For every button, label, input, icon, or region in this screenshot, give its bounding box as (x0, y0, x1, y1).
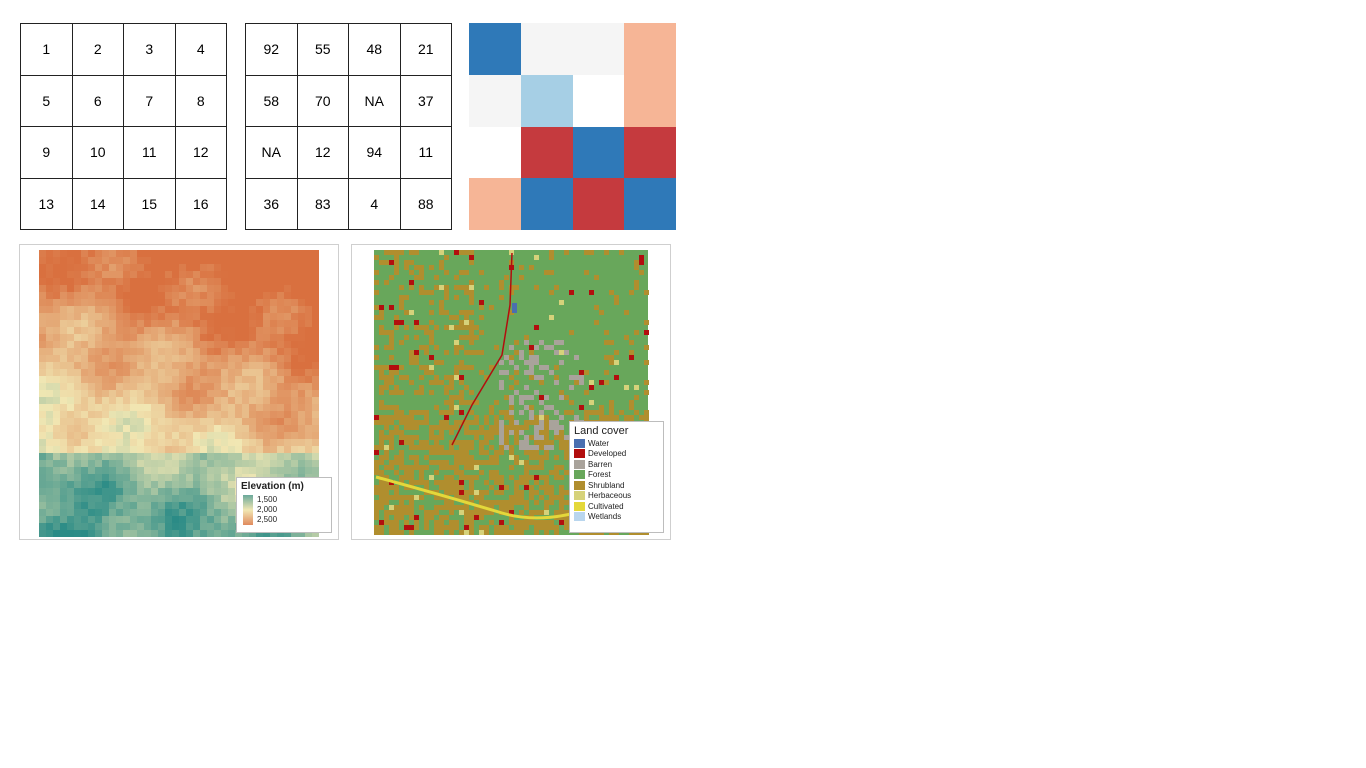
colored-grid-cell (521, 127, 573, 179)
colored-grid-cell (573, 23, 625, 75)
landcover-swatch (574, 460, 585, 469)
landcover-label: Shrubland (588, 481, 624, 490)
grid-cell: 5 (21, 76, 73, 128)
landcover-label: Herbaceous (588, 491, 631, 500)
landcover-legend-item: Barren (570, 459, 663, 470)
colored-grid-cell (469, 75, 521, 127)
grid-cell: 21 (401, 24, 453, 76)
colored-value-grid (469, 23, 676, 230)
elevation-map-panel: Elevation (m) 1,500 2,000 2,500 (19, 244, 339, 540)
landcover-legend-item: Developed (570, 449, 663, 460)
grid-cell: 7 (124, 76, 176, 128)
grid-cell: 4 (176, 24, 228, 76)
landcover-swatch (574, 470, 585, 479)
landcover-legend-item: Forest (570, 470, 663, 481)
grid-cell: 15 (124, 179, 176, 231)
grid-cell: 83 (298, 179, 350, 231)
landcover-label: Developed (588, 449, 626, 458)
colored-grid-cell (624, 75, 676, 127)
colored-grid-cell (469, 127, 521, 179)
grid-cell: 58 (246, 76, 298, 128)
colored-grid-cell (624, 23, 676, 75)
grid-cell: 37 (401, 76, 453, 128)
landcover-swatch (574, 481, 585, 490)
colored-grid-cell (573, 127, 625, 179)
landcover-label: Forest (588, 470, 611, 479)
grid-cell: 16 (176, 179, 228, 231)
grid-cell: 88 (401, 179, 453, 231)
landcover-legend: Land cover Water Developed Barren Forest Shr… (569, 421, 664, 533)
grid-cell: NA (246, 127, 298, 179)
elevation-legend-tick: 1,500 (257, 495, 277, 504)
grid-cell: 1 (21, 24, 73, 76)
colored-grid-cell (521, 23, 573, 75)
elevation-legend-tick: 2,000 (257, 505, 277, 514)
grid-cell: 8 (176, 76, 228, 128)
colored-grid-cell (573, 75, 625, 127)
landcover-legend-item: Wetlands (570, 512, 663, 523)
grid-cell: 55 (298, 24, 350, 76)
grid-cell: 4 (349, 179, 401, 231)
colored-grid-cell (521, 75, 573, 127)
landcover-legend-item: Shrubland (570, 480, 663, 491)
grid-cell: 11 (401, 127, 453, 179)
colored-grid-cell (573, 178, 625, 230)
grid-cell: 2 (73, 24, 125, 76)
elevation-legend-tick: 2,500 (257, 515, 277, 524)
cell-id-grid: 1 2 3 4 5 6 7 8 9 10 11 12 13 14 15 16 (20, 23, 227, 230)
landcover-label: Water (588, 439, 609, 448)
grid-cell: NA (349, 76, 401, 128)
colored-grid-cell (469, 178, 521, 230)
colored-grid-cell (624, 178, 676, 230)
landcover-swatch (574, 491, 585, 500)
grid-cell: 12 (298, 127, 350, 179)
colored-grid-cell (469, 23, 521, 75)
landcover-swatch (574, 502, 585, 511)
landcover-swatch (574, 449, 585, 458)
landcover-legend-item: Herbaceous (570, 491, 663, 502)
grid-cell: 11 (124, 127, 176, 179)
landcover-label: Barren (588, 460, 612, 469)
grid-cell: 9 (21, 127, 73, 179)
grid-cell: 70 (298, 76, 350, 128)
elevation-color-ramp (243, 495, 253, 525)
cell-value-grid: 92 55 48 21 58 70 NA 37 NA 12 94 11 36 83 4 88 (245, 23, 452, 230)
grid-cell: 13 (21, 179, 73, 231)
grid-cell: 48 (349, 24, 401, 76)
colored-grid-cell (521, 178, 573, 230)
grid-cell: 10 (73, 127, 125, 179)
landcover-legend-item: Water (570, 438, 663, 449)
grid-cell: 94 (349, 127, 401, 179)
landcover-legend-item: Cultivated (570, 501, 663, 512)
grid-cell: 6 (73, 76, 125, 128)
elevation-legend-title: Elevation (m) (237, 478, 331, 492)
grid-cell: 12 (176, 127, 228, 179)
landcover-label: Cultivated (588, 502, 624, 511)
elevation-legend: Elevation (m) 1,500 2,000 2,500 (236, 477, 332, 533)
colored-grid-cell (624, 127, 676, 179)
grid-cell: 92 (246, 24, 298, 76)
landcover-label: Wetlands (588, 512, 621, 521)
landcover-map-panel: Land cover Water Developed Barren Forest Shr… (351, 244, 671, 540)
landcover-legend-title: Land cover (570, 422, 663, 438)
grid-cell: 3 (124, 24, 176, 76)
landcover-swatch (574, 512, 585, 521)
grid-cell: 36 (246, 179, 298, 231)
grid-cell: 14 (73, 179, 125, 231)
landcover-swatch (574, 439, 585, 448)
